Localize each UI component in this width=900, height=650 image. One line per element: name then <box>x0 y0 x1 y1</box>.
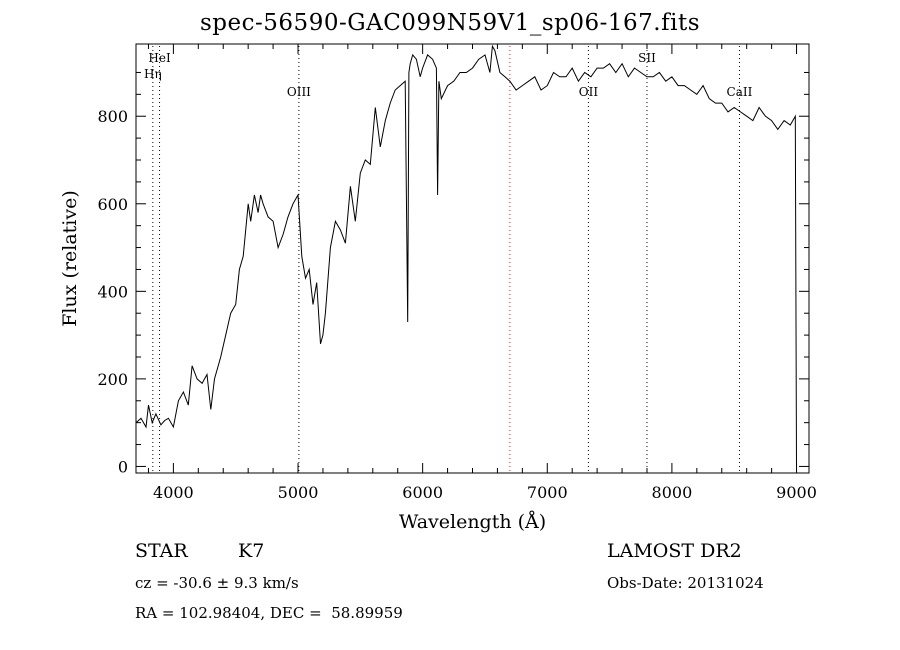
plot-frame <box>135 43 810 474</box>
spectral-line-label: CaII <box>727 85 753 99</box>
axis-ticks: 4000 5000 6000 7000 8000 9000 0 200 400 600 800 <box>97 44 817 502</box>
y-tick-label: 800 <box>97 107 128 126</box>
x-tick-label: 9000 <box>776 483 817 502</box>
x-tick-label: 4000 <box>153 483 194 502</box>
y-tick-label: 600 <box>97 195 128 214</box>
survey-name: LAMOST DR2 <box>607 540 742 562</box>
object-class: STAR <box>135 540 188 562</box>
x-tick-label: 8000 <box>652 483 693 502</box>
spectral-line-label: OIII <box>287 85 311 99</box>
object-subclass: K7 <box>238 540 265 562</box>
y-axis-label: Flux (relative) <box>59 190 81 327</box>
spectral-line-label: HeI <box>148 51 171 65</box>
spectral-line-label: Hη <box>144 67 162 81</box>
x-tick-label: 5000 <box>278 483 319 502</box>
spectrum-series <box>135 44 797 467</box>
observation-date: Obs-Date: 20131024 <box>607 574 764 592</box>
spectral-line-label: SII <box>638 51 656 65</box>
y-tick-label: 200 <box>97 370 128 389</box>
redshift-velocity: cz = -30.6 ± 9.3 km/s <box>135 574 299 592</box>
spectrum-line <box>135 44 797 467</box>
sky-coordinates: RA = 102.98404, DEC = 58.89959 <box>135 604 403 622</box>
spectral-line-label: OII <box>579 85 599 99</box>
x-tick-label: 6000 <box>402 483 443 502</box>
y-tick-label: 0 <box>118 457 128 476</box>
x-axis-label: Wavelength (Å) <box>399 511 546 533</box>
chart-title: spec-56590-GAC099N59V1_sp06-167.fits <box>200 10 701 36</box>
x-tick-label: 7000 <box>527 483 568 502</box>
y-tick-label: 400 <box>97 282 128 301</box>
line-markers: HeI Hη OIII OII SII CaII <box>144 46 753 473</box>
